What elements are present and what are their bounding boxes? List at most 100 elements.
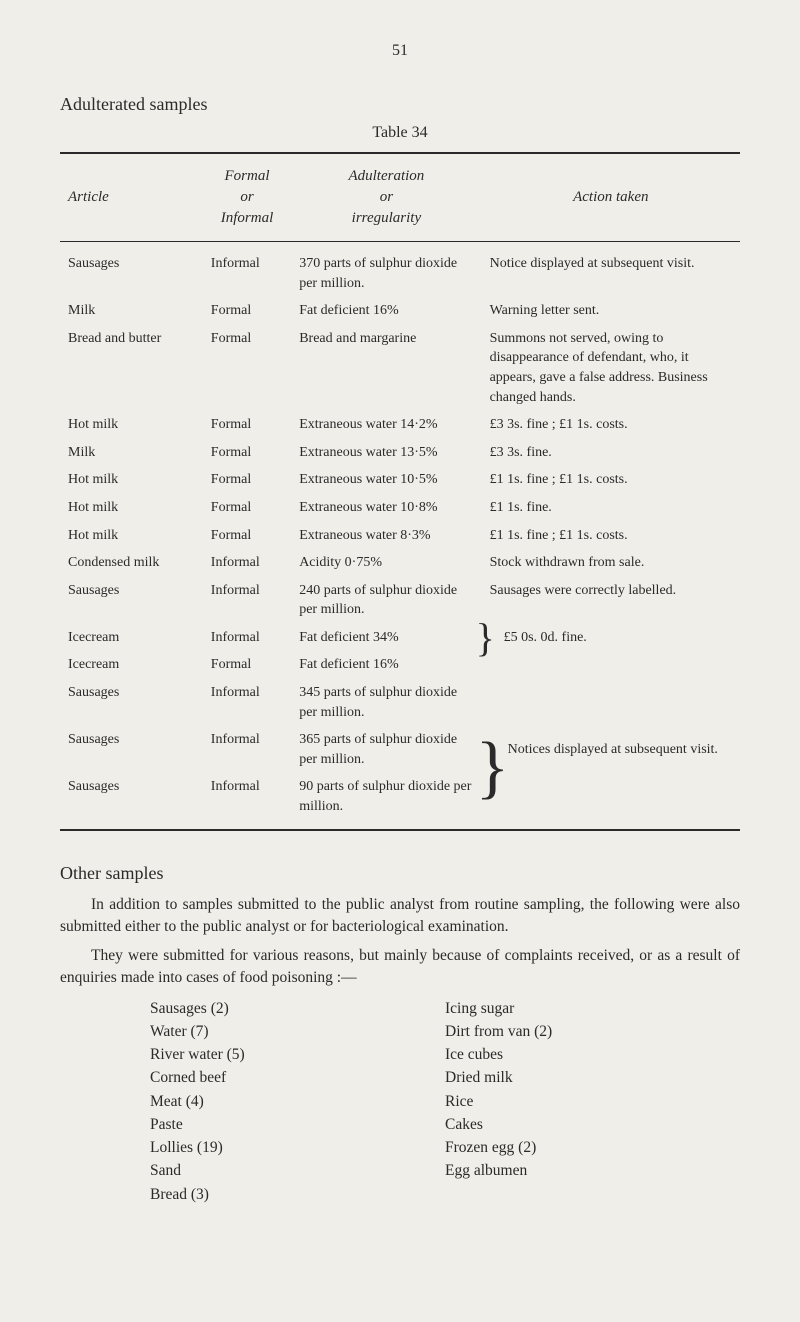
cell-article: Sausages bbox=[60, 726, 203, 773]
cell-formal: Formal bbox=[203, 411, 291, 439]
cell-action: Warning letter sent. bbox=[482, 297, 740, 325]
cell-formal: Informal bbox=[203, 679, 291, 726]
cell-formal: Informal bbox=[203, 549, 291, 577]
cell-action: Sausages were correctly labelled. bbox=[482, 577, 740, 624]
cell-formal: Formal bbox=[203, 522, 291, 550]
table-row: Sausages Informal 240 parts of sulphur d… bbox=[60, 577, 740, 624]
list-item: Dirt from van (2) bbox=[445, 1020, 740, 1043]
cell-action: }Notices displayed at subsequent visit. bbox=[482, 679, 740, 821]
cell-adulteration: Extraneous water 14·2% bbox=[291, 411, 481, 439]
list-item: Sand bbox=[150, 1159, 445, 1182]
table-row: Hot milk Formal Extraneous water 10·8% £… bbox=[60, 494, 740, 522]
cell-article: Hot milk bbox=[60, 522, 203, 550]
list-item: Frozen egg (2) bbox=[445, 1136, 740, 1159]
table-row: Milk Formal Extraneous water 13·5% £3 3s… bbox=[60, 439, 740, 467]
list-item: Water (7) bbox=[150, 1020, 445, 1043]
cell-formal: Informal bbox=[203, 726, 291, 773]
cell-adulteration: Fat deficient 34% bbox=[291, 624, 481, 652]
cell-article: Sausages bbox=[60, 773, 203, 820]
page-number: 51 bbox=[60, 40, 740, 62]
cell-article: Condensed milk bbox=[60, 549, 203, 577]
brace-icon: } bbox=[476, 628, 495, 648]
cell-adulteration: Acidity 0·75% bbox=[291, 549, 481, 577]
list-item: Icing sugar bbox=[445, 997, 740, 1020]
list-item: Lollies (19) bbox=[150, 1136, 445, 1159]
table-caption: Table 34 bbox=[60, 122, 740, 144]
cell-action: Notice displayed at subsequent visit. bbox=[482, 250, 740, 297]
list-item: Bread (3) bbox=[150, 1183, 445, 1206]
cell-article: Milk bbox=[60, 439, 203, 467]
table-row: Hot milk Formal Extraneous water 8·3% £1… bbox=[60, 522, 740, 550]
adulterated-table: Article Formal or Informal Adulteration … bbox=[60, 152, 740, 831]
cell-adulteration: Extraneous water 13·5% bbox=[291, 439, 481, 467]
cell-adulteration: 365 parts of sulphur dioxide per million… bbox=[291, 726, 481, 773]
cell-formal: Informal bbox=[203, 577, 291, 624]
cell-formal: Informal bbox=[203, 773, 291, 820]
cell-formal: Formal bbox=[203, 466, 291, 494]
cell-formal: Formal bbox=[203, 325, 291, 411]
cell-adulteration: Extraneous water 10·5% bbox=[291, 466, 481, 494]
para-2: They were submitted for various reasons,… bbox=[60, 945, 740, 988]
list-col-left: Sausages (2) Water (7) River water (5) C… bbox=[150, 997, 445, 1206]
cell-adulteration: 345 parts of sulphur dioxide per million… bbox=[291, 679, 481, 726]
cell-action: Summons not served, owing to disappearan… bbox=[482, 325, 740, 411]
table-row: Icecream Informal Fat deficient 34% }£5 … bbox=[60, 624, 740, 652]
cell-article: Icecream bbox=[60, 651, 203, 679]
cell-action: }£5 0s. 0d. fine. bbox=[482, 624, 740, 679]
para-1: In addition to samples submitted to the … bbox=[60, 894, 740, 937]
cell-article: Sausages bbox=[60, 679, 203, 726]
list-item: Sausages (2) bbox=[150, 997, 445, 1020]
table-row: Hot milk Formal Extraneous water 10·5% £… bbox=[60, 466, 740, 494]
cell-formal: Formal bbox=[203, 297, 291, 325]
cell-formal: Informal bbox=[203, 250, 291, 297]
brace-icon: } bbox=[476, 750, 510, 785]
cell-formal: Formal bbox=[203, 651, 291, 679]
cell-article: Bread and butter bbox=[60, 325, 203, 411]
heading-adulterated: Adulterated samples bbox=[60, 92, 740, 117]
list-item: Meat (4) bbox=[150, 1090, 445, 1113]
table-row: Hot milk Formal Extraneous water 14·2% £… bbox=[60, 411, 740, 439]
th-adulteration: Adulteration or irregularity bbox=[291, 153, 481, 242]
cell-action: £1 1s. fine ; £1 1s. costs. bbox=[482, 522, 740, 550]
cell-adulteration: Extraneous water 8·3% bbox=[291, 522, 481, 550]
list-item: Dried milk bbox=[445, 1066, 740, 1089]
cell-article: Icecream bbox=[60, 624, 203, 652]
cell-adulteration: Fat deficient 16% bbox=[291, 297, 481, 325]
cell-action: £3 3s. fine. bbox=[482, 439, 740, 467]
cell-formal: Formal bbox=[203, 494, 291, 522]
list-item: Corned beef bbox=[150, 1066, 445, 1089]
cell-adulteration: 370 parts of sulphur dioxide per million… bbox=[291, 250, 481, 297]
cell-article: Milk bbox=[60, 297, 203, 325]
list-col-right: Icing sugar Dirt from van (2) Ice cubes … bbox=[445, 997, 740, 1206]
cell-article: Hot milk bbox=[60, 411, 203, 439]
th-formal: Formal or Informal bbox=[203, 153, 291, 242]
th-action: Action taken bbox=[482, 153, 740, 242]
cell-action: £3 3s. fine ; £1 1s. costs. bbox=[482, 411, 740, 439]
table-row: Sausages Informal 345 parts of sulphur d… bbox=[60, 679, 740, 726]
cell-formal: Informal bbox=[203, 624, 291, 652]
heading-other: Other samples bbox=[60, 861, 740, 886]
table-header-row: Article Formal or Informal Adulteration … bbox=[60, 153, 740, 242]
cell-adulteration: 90 parts of sulphur dioxide per million. bbox=[291, 773, 481, 820]
cell-action: Stock withdrawn from sale. bbox=[482, 549, 740, 577]
table-row: Milk Formal Fat deficient 16% Warning le… bbox=[60, 297, 740, 325]
list-item: River water (5) bbox=[150, 1043, 445, 1066]
cell-action: £1 1s. fine. bbox=[482, 494, 740, 522]
list-item: Paste bbox=[150, 1113, 445, 1136]
cell-adulteration: Fat deficient 16% bbox=[291, 651, 481, 679]
th-article: Article bbox=[60, 153, 203, 242]
cell-adulteration: Extraneous water 10·8% bbox=[291, 494, 481, 522]
list-item: Egg albumen bbox=[445, 1159, 740, 1182]
cell-article: Sausages bbox=[60, 250, 203, 297]
sample-list: Sausages (2) Water (7) River water (5) C… bbox=[150, 997, 740, 1206]
cell-article: Hot milk bbox=[60, 466, 203, 494]
other-samples-section: Other samples In addition to samples sub… bbox=[60, 861, 740, 1206]
list-item: Rice bbox=[445, 1090, 740, 1113]
cell-article: Sausages bbox=[60, 577, 203, 624]
cell-adulteration: Bread and margarine bbox=[291, 325, 481, 411]
cell-adulteration: 240 parts of sulphur dioxide per million… bbox=[291, 577, 481, 624]
table-row: Bread and butter Formal Bread and margar… bbox=[60, 325, 740, 411]
list-item: Ice cubes bbox=[445, 1043, 740, 1066]
cell-action: £1 1s. fine ; £1 1s. costs. bbox=[482, 466, 740, 494]
cell-formal: Formal bbox=[203, 439, 291, 467]
